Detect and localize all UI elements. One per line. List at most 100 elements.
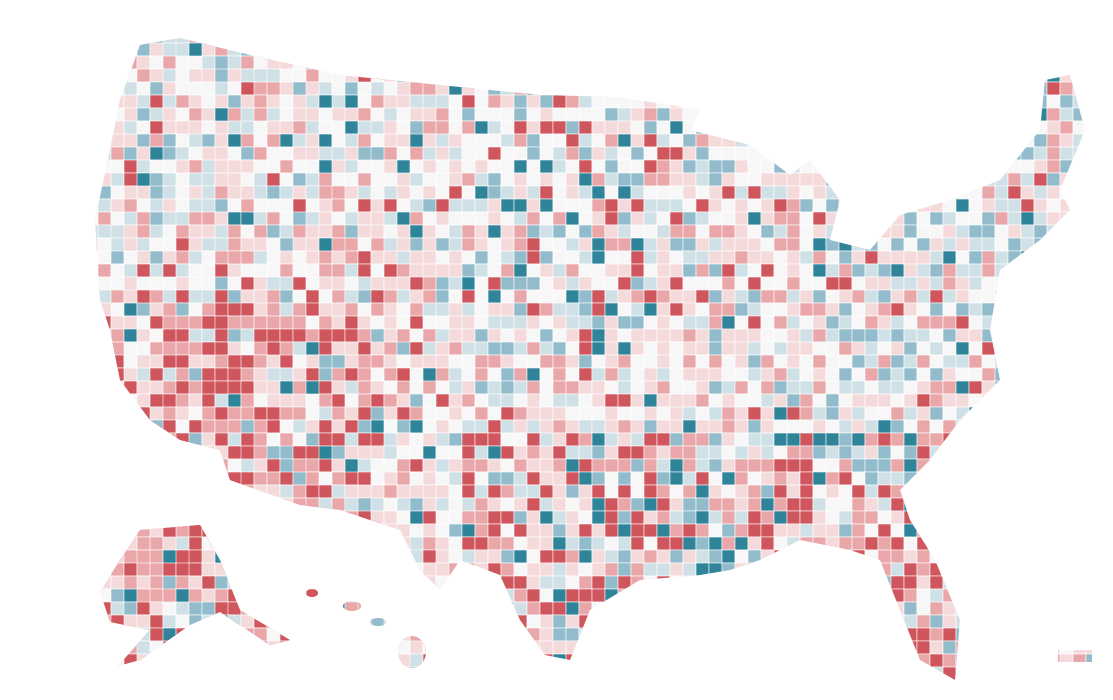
county: [786, 302, 801, 317]
county: [617, 198, 632, 213]
county: [72, 615, 85, 628]
county: [20, 446, 46, 472]
county: [474, 588, 489, 603]
county: [877, 653, 892, 668]
county: [955, 198, 970, 213]
county: [1072, 367, 1087, 382]
county: [487, 640, 502, 655]
county: [994, 211, 1009, 226]
county: [890, 627, 905, 642]
county: [994, 263, 1009, 278]
county: [201, 562, 216, 577]
county: [461, 575, 476, 590]
county: [643, 237, 658, 252]
county: [1046, 224, 1061, 239]
county: [942, 354, 957, 369]
county: [695, 94, 710, 109]
county: [1072, 523, 1087, 538]
county: [851, 289, 866, 304]
county: [656, 653, 671, 668]
county: [552, 354, 567, 369]
county: [630, 367, 645, 382]
county: [526, 458, 541, 473]
county: [97, 471, 125, 499]
county: [448, 55, 476, 83]
county: [695, 146, 710, 161]
county: [95, 679, 99, 680]
county: [33, 108, 59, 134]
county: [877, 328, 892, 343]
county: [877, 42, 892, 57]
county: [747, 419, 762, 434]
county: [786, 523, 801, 538]
county: [20, 615, 46, 641]
county: [526, 302, 541, 317]
county: [682, 120, 697, 135]
county: [981, 81, 996, 96]
county: [877, 55, 892, 70]
county: [357, 679, 385, 680]
county: [1033, 614, 1048, 629]
county: [825, 367, 840, 382]
county: [396, 107, 411, 122]
county: [95, 471, 99, 499]
county: [33, 667, 46, 680]
county: [201, 549, 216, 564]
county: [318, 523, 346, 551]
county: [175, 146, 190, 161]
county: [591, 666, 606, 680]
county: [903, 133, 918, 148]
county: [630, 341, 645, 356]
county: [1046, 588, 1061, 603]
county: [656, 55, 671, 70]
county: [46, 563, 72, 589]
county: [59, 212, 85, 238]
county: [708, 250, 723, 265]
county: [552, 406, 567, 421]
county: [994, 38, 1009, 44]
county: [955, 94, 970, 109]
county: [968, 341, 983, 356]
county: [422, 198, 437, 213]
county: [916, 380, 931, 395]
county: [1007, 302, 1022, 317]
county: [656, 224, 671, 239]
county: [838, 523, 853, 538]
county: [942, 380, 957, 395]
county: [357, 614, 372, 629]
county: [1072, 536, 1087, 551]
county: [461, 653, 476, 668]
county: [786, 679, 801, 680]
county: [903, 42, 918, 57]
county: [695, 588, 710, 603]
county: [305, 653, 320, 668]
county: [773, 107, 788, 122]
county: [617, 484, 632, 499]
county: [864, 666, 879, 680]
county: [188, 38, 203, 44]
county: [539, 133, 554, 148]
county: [1033, 627, 1048, 642]
county: [175, 302, 190, 317]
county: [46, 316, 72, 342]
county: [942, 276, 957, 291]
county: [279, 679, 307, 680]
county: [864, 354, 879, 369]
county: [1099, 680, 1112, 693]
county: [279, 536, 294, 551]
county: [630, 315, 645, 330]
county: [1072, 263, 1087, 278]
county: [33, 459, 46, 472]
county: [370, 575, 385, 590]
county: [877, 354, 892, 369]
county: [799, 679, 814, 680]
county: [916, 679, 931, 680]
county: [435, 484, 450, 499]
county: [500, 276, 515, 291]
county: [46, 121, 72, 147]
county: [279, 315, 294, 330]
county: [188, 679, 203, 680]
county: [578, 224, 593, 239]
county: [1085, 172, 1092, 187]
county: [825, 497, 840, 512]
